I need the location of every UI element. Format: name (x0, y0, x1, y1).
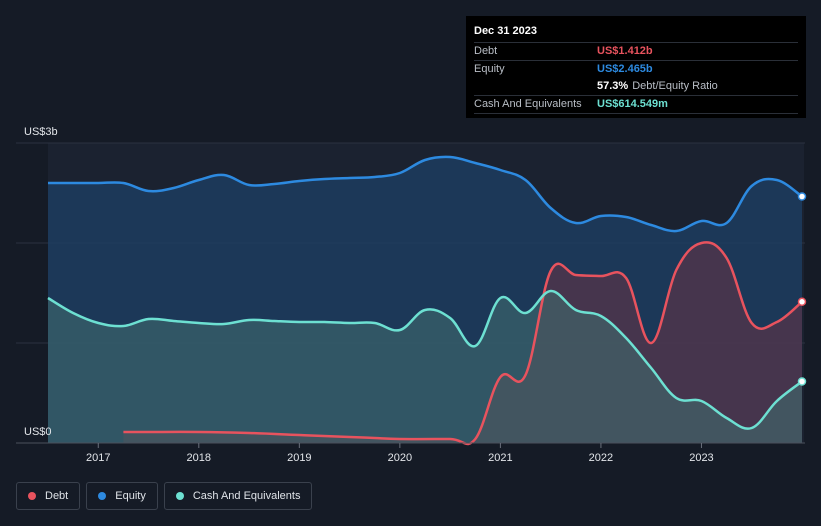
tooltip-date: Dec 31 2023 (474, 25, 537, 37)
tooltip-debt-label: Debt (474, 45, 498, 57)
equity-line (48, 155, 803, 233)
tooltip-ratio-row: 57.3% Debt/Equity Ratio (474, 78, 798, 95)
debt-equity-chart: 2017 2018 2019 2020 2021 2022 2023 US$3b US$0 (16, 126, 807, 464)
legend-cash-dot-icon (175, 492, 184, 500)
data-tooltip: Dec 31 2023 Debt US$1.412b Equity US$2.4… (466, 16, 806, 118)
tooltip-debt-row: Debt US$1.412b (474, 42, 798, 60)
tooltip-cash-label: Cash And Equivalents (474, 98, 582, 110)
debt-end-marker (797, 297, 807, 307)
legend-item-debt[interactable]: Debt (16, 482, 81, 510)
x-tick-label-2021: 2021 (488, 452, 512, 464)
series-areas (48, 156, 802, 444)
cash-and-equivalents-line (47, 289, 803, 430)
x-tick-label-2018: 2018 (187, 452, 211, 464)
legend-cash-label: Cash And Equivalents (192, 490, 301, 502)
series-lines (47, 155, 803, 446)
chart-legend: Debt Equity Cash And Equivalents (16, 482, 313, 510)
y-axis-bottom-label: US$0 (24, 426, 52, 438)
tooltip-ratio-value: 57.3% (597, 80, 629, 92)
cash-and-equivalents-area (48, 290, 802, 443)
x-tick-label-2017: 2017 (86, 452, 110, 464)
tooltip-ratio-label: Debt/Equity Ratio (632, 80, 718, 92)
cash-and-equivalents-end-marker (797, 377, 807, 386)
y-axis-top-label: US$3b (24, 126, 58, 138)
series-end-markers (797, 192, 807, 386)
legend-item-cash[interactable]: Cash And Equivalents (163, 482, 313, 510)
x-tick-label-2023: 2023 (689, 452, 713, 464)
legend-debt-dot-icon (28, 492, 36, 500)
tooltip-cash-row: Cash And Equivalents US$614.549m (474, 95, 798, 113)
tooltip-equity-label: Equity (474, 63, 505, 75)
legend-equity-label: Equity (115, 490, 146, 502)
legend-item-equity[interactable]: Equity (86, 482, 158, 510)
legend-equity-dot-icon (98, 492, 107, 500)
x-tick-label-2019: 2019 (287, 452, 311, 464)
tooltip-cash-value: US$614.549m (597, 98, 668, 110)
tooltip-debt-value: US$1.412b (597, 45, 653, 57)
equity-end-marker (797, 192, 807, 201)
x-axis-ticks: 2017 2018 2019 2020 2021 2022 2023 (86, 443, 714, 464)
x-tick-label-2022: 2022 (589, 452, 613, 464)
tooltip-equity-row: Equity US$2.465b (474, 60, 798, 78)
x-tick-label-2020: 2020 (388, 452, 412, 464)
tooltip-equity-value: US$2.465b (597, 63, 653, 75)
legend-debt-label: Debt (45, 490, 69, 502)
debt-line (123, 241, 803, 446)
